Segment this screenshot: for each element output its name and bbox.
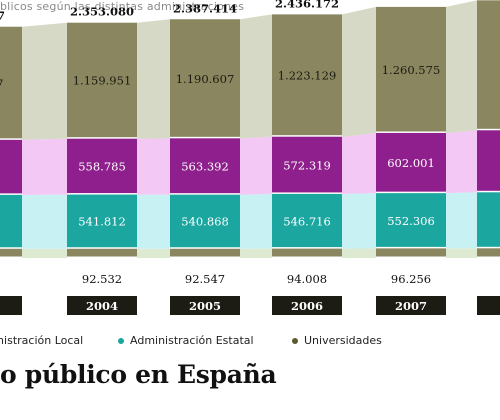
data-label: 96.256 bbox=[391, 272, 431, 286]
legend-label: inistración Local bbox=[0, 334, 84, 347]
year-box bbox=[170, 296, 240, 315]
page-headline: o público en España bbox=[0, 360, 277, 389]
connector-band bbox=[240, 136, 272, 195]
bar-segment bbox=[376, 132, 446, 192]
data-label: 92.532 bbox=[82, 272, 122, 286]
data-label: 92.547 bbox=[185, 272, 225, 286]
connector-band bbox=[342, 248, 376, 258]
data-label: 0.927 bbox=[0, 76, 3, 90]
bar-segment bbox=[272, 248, 342, 257]
year-label: 2006 bbox=[291, 299, 323, 313]
data-label: 1.190.607 bbox=[176, 72, 235, 86]
stacked-bar-chart: 3029464920.9270.66700392.532541.812558.7… bbox=[0, 0, 500, 315]
year-box bbox=[67, 296, 137, 315]
connector-band bbox=[446, 0, 477, 133]
connector-band bbox=[342, 6, 376, 137]
bar-segment bbox=[477, 0, 500, 129]
year-label: 2004 bbox=[86, 299, 118, 313]
year-box bbox=[376, 296, 446, 315]
connector-band bbox=[22, 22, 67, 140]
connector-band bbox=[240, 14, 272, 139]
bar-segment bbox=[376, 248, 446, 257]
legend-item: Administración Estatal bbox=[118, 334, 254, 347]
connector-band bbox=[137, 248, 170, 258]
bar-segment bbox=[376, 193, 446, 247]
connector-band bbox=[22, 248, 67, 258]
connector-band bbox=[22, 138, 67, 195]
connector-band bbox=[22, 194, 67, 249]
total-label: 2.353.080 bbox=[70, 5, 134, 19]
data-label: 546.716 bbox=[283, 214, 331, 228]
bar-segment bbox=[272, 136, 342, 193]
year-label: 2007 bbox=[395, 299, 427, 313]
legend-dot-icon bbox=[118, 338, 124, 344]
total-label: 2.436.172 bbox=[275, 0, 339, 10]
bar-segment bbox=[170, 138, 240, 194]
data-label: 563.392 bbox=[181, 159, 229, 173]
data-label: 94.008 bbox=[287, 272, 327, 286]
data-label: 558.785 bbox=[78, 160, 126, 174]
bar-segment bbox=[0, 139, 22, 194]
data-label: 541.812 bbox=[78, 215, 126, 229]
data-label: 1.223.129 bbox=[278, 69, 337, 83]
connector-band bbox=[446, 130, 477, 194]
data-label: 1.260.575 bbox=[382, 63, 441, 77]
legend-item: Universidades bbox=[292, 334, 382, 347]
data-label: 1.159.951 bbox=[73, 74, 132, 88]
bar-segment bbox=[272, 14, 342, 136]
bar-segment bbox=[477, 248, 500, 257]
legend-item: inistración Local bbox=[0, 334, 83, 347]
year-box bbox=[272, 296, 342, 315]
legend-dot-icon bbox=[292, 338, 298, 344]
connector-band bbox=[240, 193, 272, 249]
bar-segment bbox=[477, 192, 500, 247]
bar-segment bbox=[67, 22, 137, 138]
bar-segment bbox=[0, 248, 22, 257]
total-label: 2.387.414 bbox=[173, 1, 237, 15]
data-label: 602.001 bbox=[387, 156, 435, 170]
connector-band bbox=[446, 248, 477, 258]
year-box bbox=[477, 296, 500, 315]
bar-segment bbox=[67, 138, 137, 194]
bar-segment bbox=[67, 248, 137, 257]
connector-band bbox=[342, 193, 376, 249]
bar-segment bbox=[0, 26, 22, 139]
connector-band bbox=[137, 138, 170, 195]
bar-segment bbox=[272, 193, 342, 248]
connector-band bbox=[240, 248, 272, 258]
bar-segment bbox=[477, 130, 500, 191]
legend-label: Universidades bbox=[304, 334, 382, 347]
total-label: 2.511.138 bbox=[379, 0, 443, 3]
bar-segment bbox=[170, 19, 240, 137]
chart-subtitle: blicos según las distintas administracio… bbox=[0, 0, 245, 13]
bar-segment bbox=[67, 194, 137, 248]
year-label: 2005 bbox=[189, 299, 221, 313]
total-label: 0.667 bbox=[0, 9, 5, 23]
data-label: 540.868 bbox=[181, 215, 229, 229]
legend-label: Administración Estatal bbox=[130, 334, 254, 347]
chart-legend: inistración Local Administración Estatal U… bbox=[0, 334, 500, 352]
data-label: 572.319 bbox=[283, 158, 331, 172]
bar-segment bbox=[170, 194, 240, 248]
connector-band bbox=[137, 19, 170, 139]
bar-segment bbox=[0, 194, 22, 248]
connector-band bbox=[137, 194, 170, 249]
bar-segment bbox=[376, 6, 446, 132]
connector-band bbox=[446, 192, 477, 249]
connector-band bbox=[342, 132, 376, 194]
year-box bbox=[0, 296, 22, 315]
data-label: 552.306 bbox=[387, 214, 435, 228]
bar-segment bbox=[170, 248, 240, 257]
